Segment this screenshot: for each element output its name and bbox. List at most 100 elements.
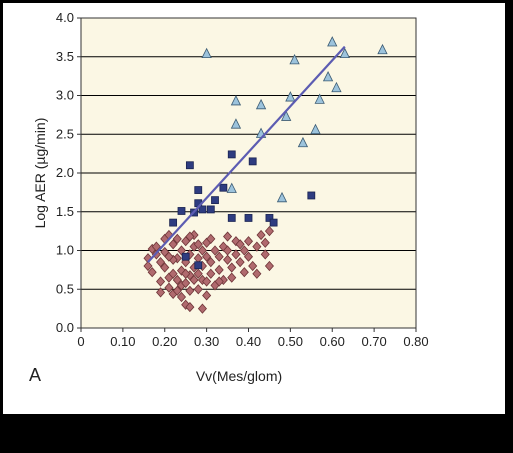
diamond-point: [260, 237, 270, 248]
square-point: [194, 261, 203, 270]
diamond-point: [214, 251, 224, 262]
x-axis-title: Vv(Mes/glom): [196, 368, 282, 384]
diamond-point: [156, 257, 166, 268]
triangle-point: [226, 182, 237, 193]
diamond-point: [231, 249, 241, 260]
diamond-point: [156, 276, 166, 287]
diamond-point: [264, 226, 274, 237]
y-tick-label: 1.0: [56, 243, 74, 258]
diamond-point: [164, 251, 174, 262]
diamond-point: [197, 245, 207, 256]
diamond-point: [168, 268, 178, 279]
diamond-point: [172, 285, 182, 296]
diamond-point: [202, 251, 212, 262]
y-tick-label: 2.0: [56, 165, 74, 180]
diamond-point: [181, 268, 191, 279]
y-tick-label: 0.0: [56, 320, 74, 335]
diamond-point: [264, 260, 274, 272]
diamond-point: [202, 290, 212, 301]
triangle-point: [327, 36, 338, 47]
diamond-point: [252, 241, 262, 252]
y-tick-label: 4.0: [56, 10, 74, 25]
square-point: [248, 157, 257, 166]
triangle-point: [314, 93, 325, 104]
diamond-point: [227, 262, 237, 273]
square-point: [169, 218, 178, 227]
diamond-point: [147, 267, 157, 278]
x-tick-label: 0: [77, 334, 84, 349]
x-tick-label: 0.70: [361, 334, 386, 349]
diamond-point: [185, 301, 195, 313]
diamond-point: [256, 229, 266, 241]
triangle-point: [289, 53, 300, 65]
diamond-point: [176, 291, 187, 303]
square-point: [227, 214, 236, 222]
x-tick-label: 0.50: [278, 334, 303, 349]
diamond-point: [164, 282, 174, 293]
diamond-point: [151, 241, 161, 252]
diamond-point: [185, 231, 195, 242]
triangle-point: [276, 191, 288, 203]
diamond-point: [202, 276, 212, 287]
diamond-point: [172, 274, 182, 286]
diamond-point: [181, 277, 191, 289]
square-point: [269, 218, 278, 227]
triangle-point: [230, 118, 242, 129]
diamond-point: [193, 268, 203, 279]
y-axis-title: Log AER (µg/min): [32, 118, 48, 229]
square-point: [244, 214, 253, 222]
figure-panel: 0 0.10 0.20 0.30 0.40 0.50 0.60 0.70 0.80 0.0 0.5…: [3, 3, 505, 414]
square-point: [265, 214, 274, 222]
diamond-point: [210, 245, 220, 256]
diamond-point: [206, 233, 216, 244]
diamond-point: [168, 239, 178, 250]
diamond-point: [156, 287, 166, 298]
diamond-point: [235, 239, 245, 250]
x-axis-ticks: 0 0.10 0.20 0.30 0.40 0.50 0.60 0.70 0.80: [77, 328, 429, 349]
y-tick-label: 2.5: [56, 126, 74, 141]
diamond-point: [239, 267, 249, 278]
panel-label: A: [29, 365, 41, 385]
diamond-point: [239, 245, 249, 256]
diamond-point: [235, 257, 245, 268]
diamond-point: [172, 233, 182, 244]
diamond-point: [243, 236, 254, 247]
x-tick-label: 0.80: [403, 334, 428, 349]
triangle-point: [230, 95, 242, 106]
diamond-point: [185, 285, 195, 296]
diamond-point: [214, 276, 224, 287]
triangle-point: [285, 91, 296, 102]
triangle-point: [310, 123, 321, 135]
y-tick-label: 0.5: [56, 281, 74, 296]
square-point: [198, 205, 207, 214]
diamond-point: [193, 284, 203, 295]
square-point: [206, 205, 215, 214]
x-tick-label: 0.20: [152, 334, 177, 349]
triangle-point: [281, 110, 292, 121]
diamond-point: [193, 239, 203, 250]
diamond-point: [260, 249, 270, 260]
diamond-point: [176, 245, 187, 256]
diamond-point: [143, 260, 153, 272]
x-tick-label: 0.30: [194, 334, 219, 349]
x-tick-label: 0.60: [320, 334, 345, 349]
square-point: [177, 207, 186, 215]
triangle-point: [331, 81, 342, 93]
square-point: [211, 196, 219, 205]
diamond-point: [227, 272, 237, 283]
diamond-point: [189, 274, 199, 286]
diamond-point: [223, 254, 233, 265]
diamond-point: [214, 264, 224, 275]
triangle-point: [339, 47, 350, 59]
diamond-point: [252, 268, 262, 279]
diamond-point: [206, 268, 216, 279]
diamond-point: [197, 303, 207, 314]
square-point: [181, 252, 190, 261]
y-tick-label: 3.5: [56, 49, 74, 64]
diamond-point: [248, 260, 258, 272]
diamond-point: [206, 257, 216, 268]
triangle-point: [297, 136, 309, 148]
scatter-chart: 0 0.10 0.20 0.30 0.40 0.50 0.60 0.70 0.80 0.0 0.5…: [29, 10, 429, 385]
x-tick-label: 0.10: [110, 334, 135, 349]
square-point: [185, 161, 194, 170]
